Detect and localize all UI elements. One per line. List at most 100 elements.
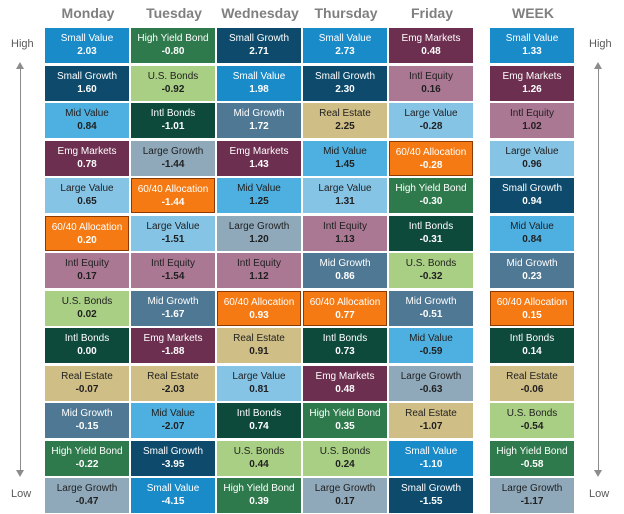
return-value: 0.17 bbox=[335, 496, 355, 507]
cell-tuesday-real-estate: Real Estate -2.03 bbox=[131, 365, 215, 401]
cell-monday-large-growth: Large Growth -0.47 bbox=[45, 478, 129, 513]
asset-name: Small Value bbox=[232, 70, 286, 82]
asset-name: U.S. Bonds bbox=[405, 258, 457, 269]
asset-name: Intl Equity bbox=[65, 258, 109, 269]
asset-name: Small Growth bbox=[142, 445, 203, 457]
return-value: 1.26 bbox=[522, 83, 542, 95]
cell-tuesday-large-value: Large Value -1.51 bbox=[131, 215, 215, 251]
return-value: 0.84 bbox=[77, 121, 97, 132]
return-value: -1.44 bbox=[161, 197, 185, 208]
cell-week-mid-value: Mid Value 0.84 bbox=[490, 215, 574, 251]
asset-name: Large Growth bbox=[314, 483, 376, 494]
return-value: 0.84 bbox=[522, 233, 542, 245]
cell-monday-intl-bonds: Intl Bonds 0.00 bbox=[45, 328, 129, 363]
asset-name: High Yield Bond bbox=[51, 445, 123, 457]
return-value: 0.15 bbox=[522, 309, 542, 321]
return-value: -2.07 bbox=[161, 421, 185, 432]
asset-name: Intl Bonds bbox=[236, 408, 282, 419]
cell-thursday-60-40-allocation: 60/40 Allocation 0.77 bbox=[303, 290, 387, 326]
return-value: -1.67 bbox=[161, 308, 185, 320]
return-value: 1.02 bbox=[522, 121, 542, 132]
return-value: 0.91 bbox=[249, 346, 269, 357]
left-arrow-line bbox=[20, 68, 21, 471]
asset-name: Emg Markets bbox=[502, 70, 562, 82]
cell-thursday-mid-value: Mid Value 1.45 bbox=[303, 140, 387, 176]
return-value: -1.17 bbox=[520, 496, 544, 507]
return-value: -0.92 bbox=[161, 83, 185, 95]
header-wednesday: Wednesday bbox=[221, 5, 299, 21]
asset-name: Large Growth bbox=[400, 370, 462, 382]
asset-name: Real Estate bbox=[233, 333, 285, 344]
return-value: -0.47 bbox=[75, 496, 99, 507]
cell-thursday-high-yield-bond: High Yield Bond 0.35 bbox=[303, 403, 387, 438]
return-value: 0.14 bbox=[522, 346, 542, 357]
return-value: 0.77 bbox=[335, 309, 355, 321]
asset-name: 60/40 Allocation bbox=[496, 296, 568, 308]
left-arrow-up-icon bbox=[16, 62, 24, 69]
asset-name: High Yield Bond bbox=[309, 408, 381, 419]
cell-thursday-intl-equity: Intl Equity 1.13 bbox=[303, 215, 387, 251]
cell-monday-intl-equity: Intl Equity 0.17 bbox=[45, 253, 129, 288]
return-value: 0.94 bbox=[522, 196, 542, 207]
cell-week-small-growth: Small Growth 0.94 bbox=[490, 178, 574, 213]
cell-tuesday-intl-equity: Intl Equity -1.54 bbox=[131, 253, 215, 288]
cell-thursday-large-growth: Large Growth 0.17 bbox=[303, 478, 387, 513]
asset-name: Small Growth bbox=[501, 183, 562, 194]
return-value: 2.30 bbox=[335, 83, 355, 95]
asset-name: Large Value bbox=[318, 183, 372, 194]
cell-week-high-yield-bond: High Yield Bond -0.58 bbox=[490, 440, 574, 476]
return-value: 0.93 bbox=[249, 309, 269, 321]
return-value: 1.20 bbox=[249, 233, 269, 245]
cell-friday-large-growth: Large Growth -0.63 bbox=[389, 365, 473, 401]
return-value: -1.55 bbox=[419, 496, 443, 507]
right-arrow-up-icon bbox=[594, 62, 602, 69]
asset-name: Mid Growth bbox=[233, 108, 285, 119]
high-label-left: High bbox=[11, 38, 34, 50]
return-value: 1.72 bbox=[249, 121, 269, 132]
cell-friday-small-value: Small Value -1.10 bbox=[389, 440, 473, 476]
cell-wednesday-intl-bonds: Intl Bonds 0.74 bbox=[217, 403, 301, 438]
cell-week-60-40-allocation: 60/40 Allocation 0.15 bbox=[490, 290, 574, 326]
return-value: -0.07 bbox=[75, 383, 99, 395]
low-label-left: Low bbox=[11, 488, 32, 500]
cell-wednesday-large-value: Large Value 0.81 bbox=[217, 365, 301, 401]
cell-friday-intl-bonds: Intl Bonds -0.31 bbox=[389, 215, 473, 251]
cell-week-mid-growth: Mid Growth 0.23 bbox=[490, 253, 574, 288]
asset-name: U.S. Bonds bbox=[233, 445, 285, 457]
cell-monday-emg-markets: Emg Markets 0.78 bbox=[45, 140, 129, 176]
return-value: -4.15 bbox=[161, 496, 185, 507]
return-value: -0.32 bbox=[419, 271, 443, 282]
right-arrow-down-icon bbox=[594, 470, 602, 477]
asset-name: Intl Equity bbox=[237, 258, 281, 269]
asset-name: Large Value bbox=[232, 370, 286, 382]
asset-name: Small Growth bbox=[56, 70, 117, 82]
asset-name: Intl Bonds bbox=[150, 108, 196, 119]
asset-name: Emg Markets bbox=[229, 145, 289, 157]
return-value: -1.51 bbox=[161, 233, 185, 245]
cell-tuesday-small-growth: Small Growth -3.95 bbox=[131, 440, 215, 476]
asset-name: Small Growth bbox=[400, 483, 461, 494]
asset-name: Emg Markets bbox=[57, 145, 117, 157]
cell-thursday-large-value: Large Value 1.31 bbox=[303, 178, 387, 213]
cell-wednesday-high-yield-bond: High Yield Bond 0.39 bbox=[217, 478, 301, 513]
cell-friday-large-value: Large Value -0.28 bbox=[389, 103, 473, 138]
cell-wednesday-mid-growth: Mid Growth 1.72 bbox=[217, 103, 301, 138]
return-value: 0.48 bbox=[335, 383, 355, 395]
cell-week-small-value: Small Value 1.33 bbox=[490, 28, 574, 63]
asset-name: Intl Equity bbox=[323, 220, 367, 232]
asset-name: 60/40 Allocation bbox=[51, 221, 123, 233]
cell-monday-mid-value: Mid Value 0.84 bbox=[45, 103, 129, 138]
cell-friday-mid-growth: Mid Growth -0.51 bbox=[389, 290, 473, 326]
asset-name: Mid Value bbox=[65, 108, 109, 119]
high-label-right: High bbox=[589, 38, 612, 50]
asset-name: Emg Markets bbox=[401, 33, 461, 44]
cell-week-emg-markets: Emg Markets 1.26 bbox=[490, 65, 574, 101]
left-arrow-down-icon bbox=[16, 470, 24, 477]
asset-name: 60/40 Allocation bbox=[137, 184, 209, 195]
return-value: -0.31 bbox=[419, 233, 443, 245]
return-value: 0.23 bbox=[522, 271, 542, 282]
asset-name: Intl Bonds bbox=[509, 333, 555, 344]
header-monday: Monday bbox=[61, 5, 115, 21]
asset-name: Large Value bbox=[404, 108, 458, 119]
asset-name: Large Value bbox=[60, 183, 114, 194]
